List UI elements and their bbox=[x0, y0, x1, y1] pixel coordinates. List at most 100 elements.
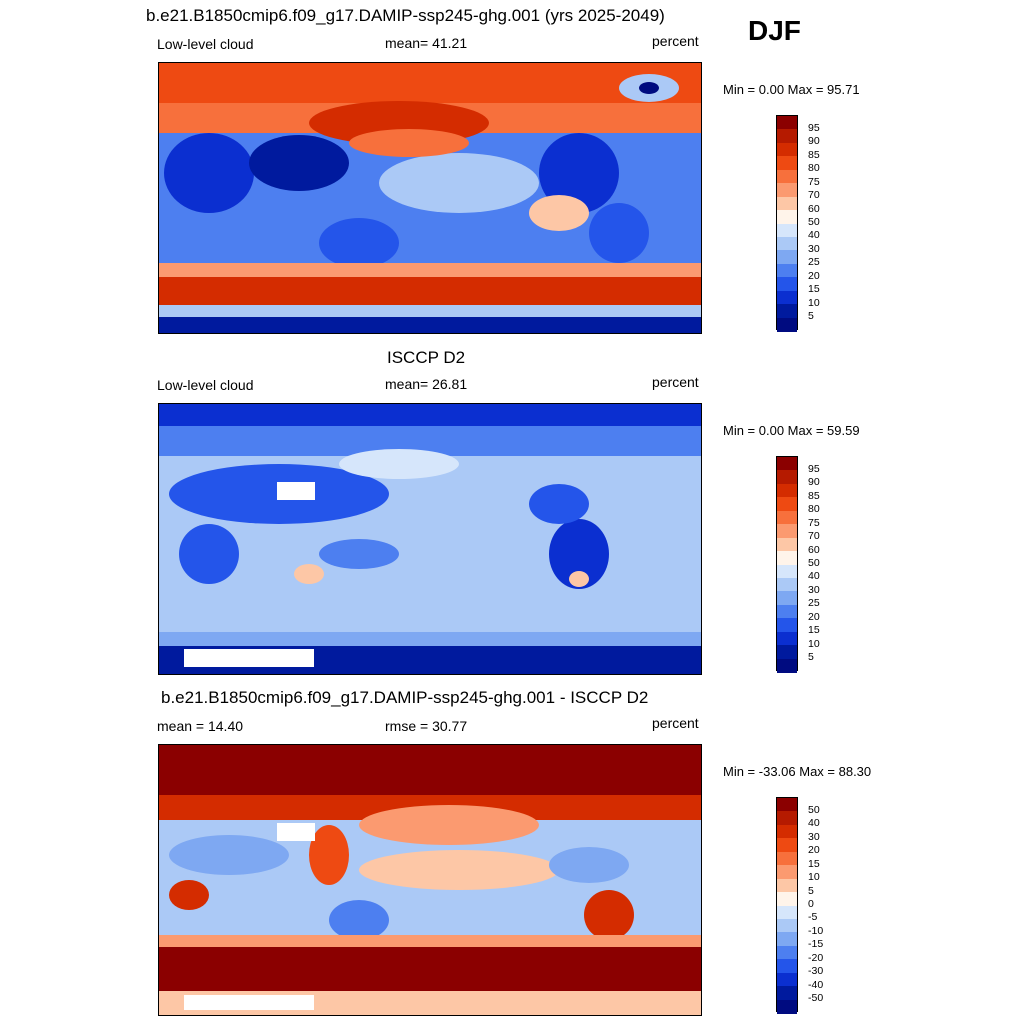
colorbar-tick-label: 5 bbox=[808, 310, 814, 323]
colorbar-segment bbox=[777, 564, 797, 579]
colorbar-segment bbox=[777, 972, 797, 987]
colorbar-tick-label: 85 bbox=[808, 489, 820, 502]
colorbar-tick-label: 70 bbox=[808, 530, 820, 543]
colorbar-segment bbox=[777, 169, 797, 184]
panel1-colorbar bbox=[776, 115, 798, 332]
colorbar-tick-label: 5 bbox=[808, 651, 814, 664]
colorbar-segment bbox=[777, 470, 797, 485]
colorbar-tick-label: 50 bbox=[808, 803, 820, 816]
colorbar-tick-label: -15 bbox=[808, 938, 824, 951]
colorbar-segment bbox=[777, 577, 797, 592]
colorbar-segment bbox=[777, 497, 797, 512]
colorbar-segment bbox=[777, 604, 797, 619]
colorbar-tick-label: 75 bbox=[808, 175, 820, 188]
colorbar-tick-label: 90 bbox=[808, 135, 820, 148]
colorbar-tick-label: 80 bbox=[808, 503, 820, 516]
colorbar-segment bbox=[777, 129, 797, 144]
colorbar-segment bbox=[777, 250, 797, 265]
colorbar-tick-label: 50 bbox=[808, 557, 820, 569]
colorbar-segment bbox=[777, 142, 797, 157]
panel1-map bbox=[158, 62, 702, 334]
panel3-minmax: Min = -33.06 Max = 88.30 bbox=[723, 764, 872, 779]
colorbar-segment bbox=[777, 591, 797, 606]
colorbar-segment bbox=[777, 537, 797, 552]
panel3-colorbar bbox=[776, 797, 798, 1014]
colorbar-segment bbox=[777, 304, 797, 319]
colorbar-tick-label: 25 bbox=[808, 256, 820, 269]
colorbar-tick-label: -10 bbox=[808, 924, 824, 937]
colorbar-segment bbox=[777, 945, 797, 960]
colorbar-segment bbox=[777, 263, 797, 278]
colorbar-tick-label: 20 bbox=[808, 844, 820, 857]
colorbar-tick-label: 10 bbox=[808, 637, 820, 650]
colorbar-segment bbox=[777, 457, 797, 471]
panel2-mean-label: mean= 26.81 bbox=[385, 376, 468, 392]
colorbar-tick-label: 30 bbox=[808, 242, 820, 255]
colorbar-segment bbox=[777, 510, 797, 525]
panel3-units-label: percent bbox=[652, 715, 699, 731]
colorbar-tick-label: 60 bbox=[808, 543, 820, 556]
colorbar-tick-label: 5 bbox=[808, 884, 814, 897]
colorbar-tick-label: 0 bbox=[808, 898, 814, 910]
colorbar-segment bbox=[777, 618, 797, 633]
panel2-minmax: Min = 0.00 Max = 59.59 bbox=[723, 423, 860, 438]
panel2-map bbox=[158, 403, 702, 675]
colorbar-tick-label: 60 bbox=[808, 202, 820, 215]
colorbar-tick-label: 20 bbox=[808, 269, 820, 282]
colorbar-tick-label: 80 bbox=[808, 162, 820, 175]
colorbar-segment bbox=[777, 317, 797, 332]
panel3-rmse-label: rmse = 30.77 bbox=[385, 718, 468, 734]
colorbar-tick-label: 50 bbox=[808, 216, 820, 228]
colorbar-segment bbox=[777, 658, 797, 673]
colorbar-tick-label: -5 bbox=[808, 911, 818, 924]
colorbar-segment bbox=[777, 290, 797, 305]
colorbar-segment bbox=[777, 986, 797, 1001]
colorbar-tick-label: -20 bbox=[808, 951, 824, 964]
season-label: DJF bbox=[748, 15, 801, 46]
colorbar-tick-label: 40 bbox=[808, 570, 820, 583]
panel3-mean-label: mean = 14.40 bbox=[157, 718, 244, 734]
colorbar-tick-label: 40 bbox=[808, 817, 820, 830]
colorbar-segment bbox=[777, 798, 797, 812]
panel1-units-label: percent bbox=[652, 33, 699, 49]
panel2-title: ISCCP D2 bbox=[387, 348, 466, 367]
colorbar-segment bbox=[777, 999, 797, 1014]
colorbar-segment bbox=[777, 905, 797, 920]
colorbar-segment bbox=[777, 183, 797, 198]
panel1-minmax: Min = 0.00 Max = 95.71 bbox=[723, 82, 860, 97]
colorbar-tick-label: 30 bbox=[808, 830, 820, 843]
colorbar-tick-label: 15 bbox=[808, 857, 820, 870]
colorbar-segment bbox=[777, 551, 797, 565]
colorbar-segment bbox=[777, 196, 797, 211]
panel3-map bbox=[158, 744, 702, 1016]
colorbar-tick-label: 85 bbox=[808, 148, 820, 161]
colorbar-tick-label: 75 bbox=[808, 516, 820, 529]
colorbar-segment bbox=[777, 210, 797, 224]
panel3-title: b.e21.B1850cmip6.f09_g17.DAMIP-ssp245-gh… bbox=[161, 688, 649, 707]
panel2-units-label: percent bbox=[652, 374, 699, 390]
colorbar-segment bbox=[777, 865, 797, 880]
colorbar-segment bbox=[777, 932, 797, 947]
colorbar-tick-label: 40 bbox=[808, 229, 820, 242]
colorbar-segment bbox=[777, 851, 797, 866]
colorbar-segment bbox=[777, 824, 797, 839]
colorbar-segment bbox=[777, 631, 797, 646]
colorbar-tick-label: 20 bbox=[808, 610, 820, 623]
colorbar-tick-label: 10 bbox=[808, 296, 820, 309]
colorbar-tick-label: -50 bbox=[808, 992, 824, 1005]
colorbar-tick-label: 25 bbox=[808, 597, 820, 610]
colorbar-tick-label: 70 bbox=[808, 189, 820, 202]
colorbar-tick-label: 15 bbox=[808, 283, 820, 296]
colorbar-segment bbox=[777, 483, 797, 498]
colorbar-segment bbox=[777, 156, 797, 171]
colorbar-tick-label: 90 bbox=[808, 476, 820, 489]
colorbar-segment bbox=[777, 811, 797, 826]
colorbar-tick-label: 95 bbox=[808, 121, 820, 134]
colorbar-segment bbox=[777, 236, 797, 251]
colorbar-segment bbox=[777, 277, 797, 292]
colorbar-tick-label: 30 bbox=[808, 583, 820, 596]
panel2-colorbar bbox=[776, 456, 798, 673]
panel1-variable-label: Low-level cloud bbox=[157, 36, 254, 52]
colorbar-tick-label: 95 bbox=[808, 462, 820, 475]
colorbar-segment bbox=[777, 959, 797, 974]
